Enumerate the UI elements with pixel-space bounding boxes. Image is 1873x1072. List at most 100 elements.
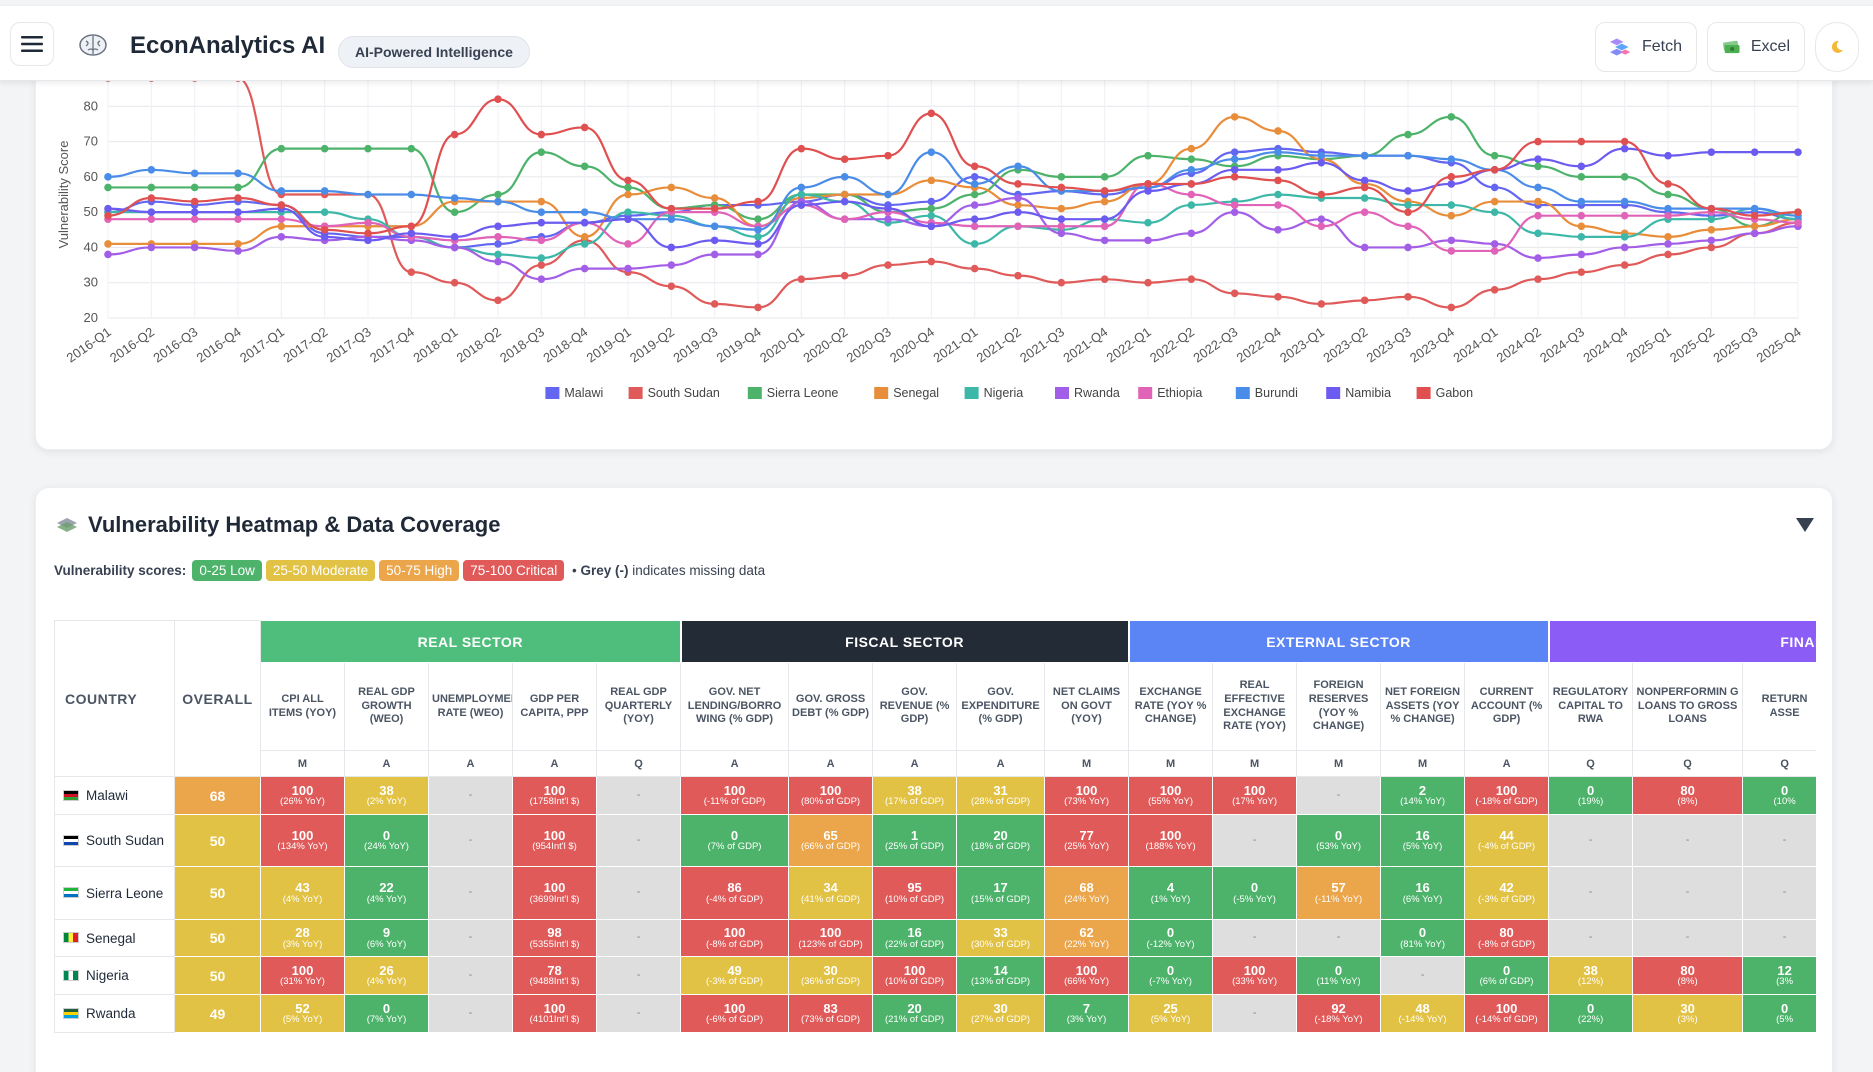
hamburger-menu-button[interactable] xyxy=(10,22,54,66)
indicator-header[interactable]: REAL GDP GROWTH (WEO) xyxy=(344,662,429,751)
heatmap-cell[interactable]: 49 (-3% of GDP) xyxy=(680,956,790,995)
indicator-header[interactable]: GOV. EXPENDITURE (% GDP) xyxy=(956,662,1046,751)
heatmap-cell[interactable]: - xyxy=(595,776,682,815)
indicator-header[interactable]: REAL EFFECTIVE EXCHANGE RATE (YOY) xyxy=(1212,662,1298,751)
heatmap-cell[interactable]: 0 (53% YoY) xyxy=(1296,814,1382,867)
heatmap-cell[interactable]: 80 (8%) xyxy=(1632,956,1744,995)
heatmap-cell[interactable]: - xyxy=(1212,814,1298,867)
heatmap-cell[interactable]: 33 (30% of GDP) xyxy=(956,919,1046,957)
indicator-header[interactable]: UNEMPLOYMENT RATE (WEO) xyxy=(428,662,513,751)
heatmap-cell[interactable]: 2 (14% YoY) xyxy=(1380,776,1466,815)
heatmap-cell[interactable]: - xyxy=(595,994,682,1033)
heatmap-cell[interactable]: - xyxy=(1632,919,1744,957)
heatmap-cell[interactable]: 100 (73% YoY) xyxy=(1044,776,1130,815)
heatmap-cell[interactable]: 100 (55% YoY) xyxy=(1128,776,1214,815)
heatmap-cell[interactable]: 16 (6% YoY) xyxy=(1380,866,1466,920)
heatmap-cell[interactable]: 31 (28% of GDP) xyxy=(956,776,1046,815)
indicator-header[interactable]: GOV. REVENUE (% GDP) xyxy=(872,662,958,751)
heatmap-cell[interactable]: 86 (-4% of GDP) xyxy=(680,866,790,920)
heatmap-cell[interactable]: 0 (81% YoY) xyxy=(1380,919,1466,957)
heatmap-cell[interactable]: 26 (4% YoY) xyxy=(344,956,429,995)
heatmap-cell[interactable]: 28 (3% YoY) xyxy=(260,919,345,957)
heatmap-cell[interactable]: - xyxy=(428,866,513,920)
indicator-header[interactable]: FOREIGN RESERVES (YOY % CHANGE) xyxy=(1296,662,1382,751)
heatmap-cell[interactable]: 0 (19%) xyxy=(1548,776,1634,815)
heatmap-cell[interactable]: 12 (3% xyxy=(1742,956,1816,995)
heatmap-cell[interactable]: - xyxy=(1632,866,1744,920)
heatmap-cell[interactable]: 100 (33% YoY) xyxy=(1212,956,1298,995)
heatmap-cell[interactable]: - xyxy=(1212,994,1298,1033)
heatmap-cell[interactable]: 4 (1% YoY) xyxy=(1128,866,1214,920)
heatmap-cell[interactable]: 100 (17% YoY) xyxy=(1212,776,1298,815)
country-cell[interactable]: Senegal xyxy=(54,919,175,957)
heatmap-cell[interactable]: - xyxy=(1632,814,1744,867)
heatmap-cell[interactable]: 0 (6% of GDP) xyxy=(1464,956,1550,995)
collapse-toggle-icon[interactable] xyxy=(1796,518,1814,532)
fetch-button[interactable]: Fetch xyxy=(1595,22,1697,72)
heatmap-cell[interactable]: 100 (80% of GDP) xyxy=(788,776,874,815)
heatmap-cell[interactable]: - xyxy=(1548,866,1634,920)
heatmap-cell[interactable]: 0 (7% of GDP) xyxy=(680,814,790,867)
heatmap-cell[interactable]: 20 (21% of GDP) xyxy=(872,994,958,1033)
heatmap-cell[interactable]: 0 (-5% YoY) xyxy=(1212,866,1298,920)
indicator-header[interactable]: NET CLAIMS ON GOVT (YOY) xyxy=(1044,662,1130,751)
heatmap-cell[interactable]: - xyxy=(1548,919,1634,957)
overall-score-cell[interactable]: 50 xyxy=(174,866,261,920)
heatmap-cell[interactable]: 100 (3699Int'l $) xyxy=(512,866,597,920)
heatmap-cell[interactable]: 22 (4% YoY) xyxy=(344,866,429,920)
heatmap-cell[interactable]: 34 (41% of GDP) xyxy=(788,866,874,920)
heatmap-cell[interactable]: - xyxy=(1742,814,1816,867)
heatmap-cell[interactable]: - xyxy=(595,866,682,920)
heatmap-cell[interactable]: 100 (954Int'l $) xyxy=(512,814,597,867)
heatmap-cell[interactable]: 0 (10% xyxy=(1742,776,1816,815)
heatmap-cell[interactable]: 9 (6% YoY) xyxy=(344,919,429,957)
heatmap-cell[interactable]: 77 (25% YoY) xyxy=(1044,814,1130,867)
indicator-header[interactable]: GDP PER CAPITA, PPP xyxy=(512,662,597,751)
heatmap-cell[interactable]: 83 (73% of GDP) xyxy=(788,994,874,1033)
heatmap-cell[interactable]: 98 (5355Int'l $) xyxy=(512,919,597,957)
heatmap-cell[interactable]: 100 (1758Int'l $) xyxy=(512,776,597,815)
heatmap-cell[interactable]: 100 (10% of GDP) xyxy=(872,956,958,995)
country-cell[interactable]: Malawi xyxy=(54,776,175,815)
indicator-header[interactable]: REAL GDP QUARTERLY (YOY) xyxy=(595,662,682,751)
indicator-header[interactable]: NET FOREIGN ASSETS (YOY % CHANGE) xyxy=(1380,662,1466,751)
heatmap-cell[interactable]: 38 (17% of GDP) xyxy=(872,776,958,815)
heatmap-cell[interactable]: - xyxy=(428,776,513,815)
heatmap-cell[interactable]: 57 (-11% YoY) xyxy=(1296,866,1382,920)
heatmap-cell[interactable]: 7 (3% YoY) xyxy=(1044,994,1130,1033)
heatmap-cell[interactable]: 0 (-7% YoY) xyxy=(1128,956,1214,995)
heatmap-cell[interactable]: 16 (22% of GDP) xyxy=(872,919,958,957)
heatmap-cell[interactable]: 78 (9488Int'l $) xyxy=(512,956,597,995)
heatmap-cell[interactable]: 0 (5% xyxy=(1742,994,1816,1033)
heatmap-cell[interactable]: 1 (25% of GDP) xyxy=(872,814,958,867)
country-cell[interactable]: Rwanda xyxy=(54,994,175,1033)
heatmap-cell[interactable]: 0 (7% YoY) xyxy=(344,994,429,1033)
heatmap-cell[interactable]: 68 (24% YoY) xyxy=(1044,866,1130,920)
country-header[interactable]: COUNTRY xyxy=(54,620,175,777)
heatmap-cell[interactable]: 43 (4% YoY) xyxy=(260,866,345,920)
heatmap-cell[interactable]: 30 (36% of GDP) xyxy=(788,956,874,995)
heatmap-cell[interactable]: 52 (5% YoY) xyxy=(260,994,345,1033)
country-cell[interactable]: South Sudan xyxy=(54,814,175,867)
heatmap-cell[interactable]: 44 (-4% of GDP) xyxy=(1464,814,1550,867)
heatmap-cell[interactable]: 38 (2% YoY) xyxy=(344,776,429,815)
heatmap-cell[interactable]: 20 (18% of GDP) xyxy=(956,814,1046,867)
heatmap-cell[interactable]: 65 (66% of GDP) xyxy=(788,814,874,867)
heatmap-cell[interactable]: 100 (31% YoY) xyxy=(260,956,345,995)
indicator-header[interactable]: RETURN ASSE xyxy=(1742,662,1816,751)
heatmap-cell[interactable]: 100 (66% YoY) xyxy=(1044,956,1130,995)
heatmap-cell[interactable]: 62 (22% YoY) xyxy=(1044,919,1130,957)
heatmap-cell[interactable]: - xyxy=(428,919,513,957)
heatmap-cell[interactable]: - xyxy=(1742,866,1816,920)
indicator-header[interactable]: CPI ALL ITEMS (YOY) xyxy=(260,662,345,751)
heatmap-cell[interactable]: 0 (22%) xyxy=(1548,994,1634,1033)
heatmap-cell[interactable]: 0 (-12% YoY) xyxy=(1128,919,1214,957)
indicator-header[interactable]: EXCHANGE RATE (YOY % CHANGE) xyxy=(1128,662,1214,751)
indicator-header[interactable]: GOV. NET LENDING/BORRO WING (% GDP) xyxy=(680,662,790,751)
heatmap-cell[interactable]: 25 (5% YoY) xyxy=(1128,994,1214,1033)
heatmap-cell[interactable]: 48 (-14% YoY) xyxy=(1380,994,1466,1033)
heatmap-cell[interactable]: 100 (-18% of GDP) xyxy=(1464,776,1550,815)
indicator-header[interactable]: NONPERFORMIN G LOANS TO GROSS LOANS xyxy=(1632,662,1744,751)
heatmap-cell[interactable]: 100 (-11% of GDP) xyxy=(680,776,790,815)
heatmap-cell[interactable]: 100 (-8% of GDP) xyxy=(680,919,790,957)
